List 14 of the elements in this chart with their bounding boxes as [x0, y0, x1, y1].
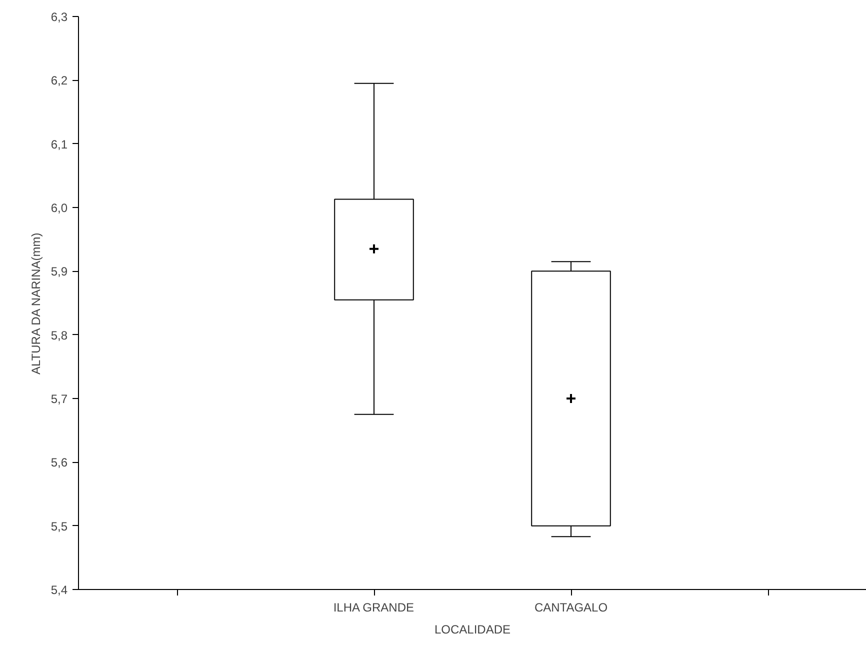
y-tick-label: 5,5 — [50, 519, 68, 534]
y-axis-title: ALTURA DA NARINA(mm) — [28, 232, 43, 375]
y-tick-label: 5,4 — [50, 583, 68, 597]
y-tick-label: 6,1 — [50, 137, 68, 152]
y-tick-label: 6,3 — [50, 10, 68, 24]
y-tick-label: 5,7 — [50, 392, 68, 406]
y-tick-label: 5,8 — [50, 328, 68, 342]
x-tick-label: ILHA GRANDE — [333, 600, 414, 614]
y-tick-label: 5,6 — [50, 456, 68, 470]
y-tick-label: 6,2 — [50, 74, 68, 88]
x-axis-title: LOCALIDADE — [434, 622, 511, 636]
y-tick-label: 5,9 — [50, 264, 68, 279]
y-tick-label: 6,0 — [50, 201, 68, 215]
x-tick-label: CANTAGALO — [534, 600, 608, 614]
